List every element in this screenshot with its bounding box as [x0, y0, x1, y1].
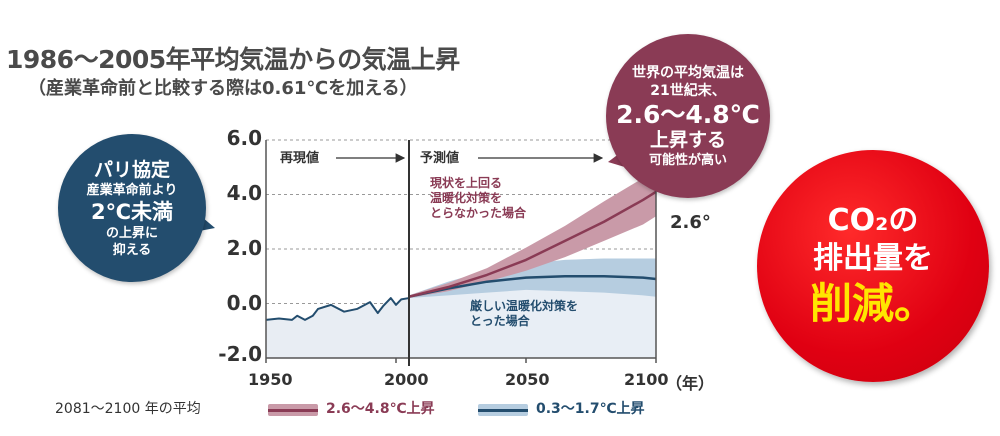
plot-layer	[194, 139, 657, 366]
high-scenario-band	[409, 169, 656, 299]
legend-high-label: 2.6〜4.8℃上昇	[326, 401, 435, 417]
y-tick-label: 6.0	[226, 126, 262, 150]
low-scenario-line	[408, 275, 657, 298]
x-tick-label: 2100	[624, 370, 669, 389]
observed-area-fill	[266, 298, 409, 358]
y-tick-label: -2.0	[218, 342, 262, 366]
y-tick-label: 0.0	[226, 291, 262, 315]
legend-low-line	[478, 409, 528, 412]
x-tick-label: 1950	[248, 370, 293, 389]
co2-reduction-bubble: CO₂の 排出量を 削減。	[757, 150, 989, 382]
projection-label: 予測値	[420, 151, 460, 166]
paris-agreement-bubble: パリ協定 産業革命前より 2℃未満 の上昇に 抑える	[58, 134, 206, 282]
reproduction-label: 再現値	[280, 151, 320, 166]
low-scenario-label: 厳しい温暖化対策を とった場合	[470, 299, 579, 328]
high-scenario-label: 現状を上回る 温暖化対策を とらなかった場合	[430, 176, 527, 220]
chart-subtitle: （産業革命前と比較する際は0.61℃を加える）	[28, 78, 418, 99]
y-tick-label: 2.0	[226, 236, 262, 260]
y-tick-label: 4.0	[226, 181, 262, 205]
legend-low-label: 0.3〜1.7℃上昇	[536, 401, 645, 417]
end-value-label: 2.6°	[670, 212, 711, 233]
chart-title: 1986～2005年平均気温からの気温上昇	[6, 45, 460, 74]
observed-line	[265, 297, 410, 321]
x-axis-unit: （年）	[666, 374, 715, 393]
legend-title: 2081〜2100 年の平均	[55, 401, 201, 417]
x-tick-label: 2050	[505, 370, 550, 389]
high-scenario-line	[408, 190, 657, 298]
legend-high-line	[268, 409, 318, 412]
world-temperature-bubble: 世界の平均気温は 21世紀末、 2.6〜4.8℃ 上昇する 可能性が高い	[606, 34, 770, 198]
x-tick-label: 2000	[384, 370, 429, 389]
